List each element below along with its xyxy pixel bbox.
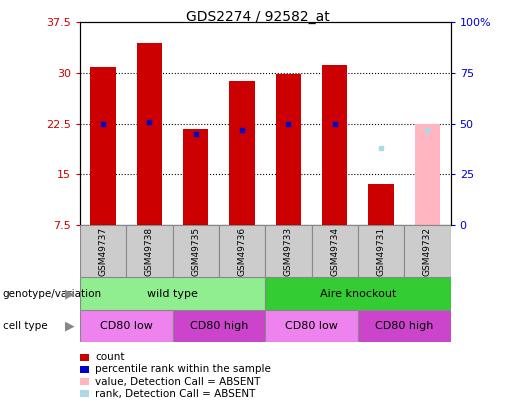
Bar [126,225,173,277]
Bar [229,81,255,225]
Text: GSM49736: GSM49736 [237,226,247,276]
Text: count: count [95,352,125,362]
Text: cell type: cell type [3,321,47,331]
Text: GSM49731: GSM49731 [376,226,386,276]
Text: GSM49738: GSM49738 [145,226,154,276]
Bar [358,310,451,342]
Text: CD80 low: CD80 low [100,321,152,331]
Text: value, Detection Call = ABSENT: value, Detection Call = ABSENT [95,377,261,386]
Text: GSM49737: GSM49737 [98,226,108,276]
Bar [219,225,265,277]
Text: GSM49735: GSM49735 [191,226,200,276]
Text: wild type: wild type [147,289,198,298]
Text: ▶: ▶ [65,287,75,300]
Text: GSM49733: GSM49733 [284,226,293,276]
Bar [80,225,126,277]
Bar [80,277,265,310]
Bar [276,74,301,225]
Bar [312,225,358,277]
Text: CD80 low: CD80 low [285,321,338,331]
Text: percentile rank within the sample: percentile rank within the sample [95,364,271,374]
Bar [368,184,394,225]
Text: rank, Detection Call = ABSENT: rank, Detection Call = ABSENT [95,389,255,399]
Bar [183,129,209,225]
Bar [358,225,404,277]
Text: ▶: ▶ [65,320,75,333]
Bar [265,310,358,342]
Bar [265,225,312,277]
Bar [90,68,116,225]
Bar [173,225,219,277]
Bar [265,277,451,310]
Bar [173,310,265,342]
Bar [404,225,451,277]
Bar [415,124,440,225]
Text: CD80 high: CD80 high [190,321,248,331]
Text: GSM49732: GSM49732 [423,227,432,275]
Bar [322,65,348,225]
Text: genotype/variation: genotype/variation [3,289,101,298]
Text: Aire knockout: Aire knockout [320,289,396,298]
Text: GDS2274 / 92582_at: GDS2274 / 92582_at [185,10,330,24]
Text: CD80 high: CD80 high [375,321,434,331]
Bar [80,310,173,342]
Text: GSM49734: GSM49734 [330,227,339,275]
Bar [136,43,162,225]
